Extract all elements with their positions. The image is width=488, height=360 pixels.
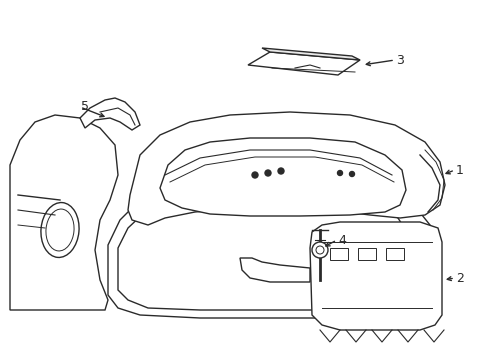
Text: 4: 4 bbox=[337, 234, 345, 247]
Text: 5: 5 bbox=[81, 100, 89, 113]
Polygon shape bbox=[80, 98, 140, 130]
Text: 1: 1 bbox=[455, 163, 463, 176]
Circle shape bbox=[349, 171, 354, 176]
Circle shape bbox=[278, 168, 284, 174]
Circle shape bbox=[251, 172, 258, 178]
Polygon shape bbox=[118, 193, 413, 310]
Polygon shape bbox=[262, 48, 359, 60]
Polygon shape bbox=[309, 222, 441, 330]
Polygon shape bbox=[10, 115, 118, 310]
Polygon shape bbox=[108, 175, 437, 318]
Circle shape bbox=[337, 171, 342, 175]
Polygon shape bbox=[160, 138, 405, 216]
Circle shape bbox=[311, 242, 327, 258]
Ellipse shape bbox=[41, 203, 79, 257]
Circle shape bbox=[264, 170, 270, 176]
Text: 3: 3 bbox=[395, 54, 403, 67]
Polygon shape bbox=[240, 258, 309, 282]
Text: 2: 2 bbox=[455, 271, 463, 284]
Polygon shape bbox=[247, 52, 359, 75]
Polygon shape bbox=[128, 112, 444, 225]
